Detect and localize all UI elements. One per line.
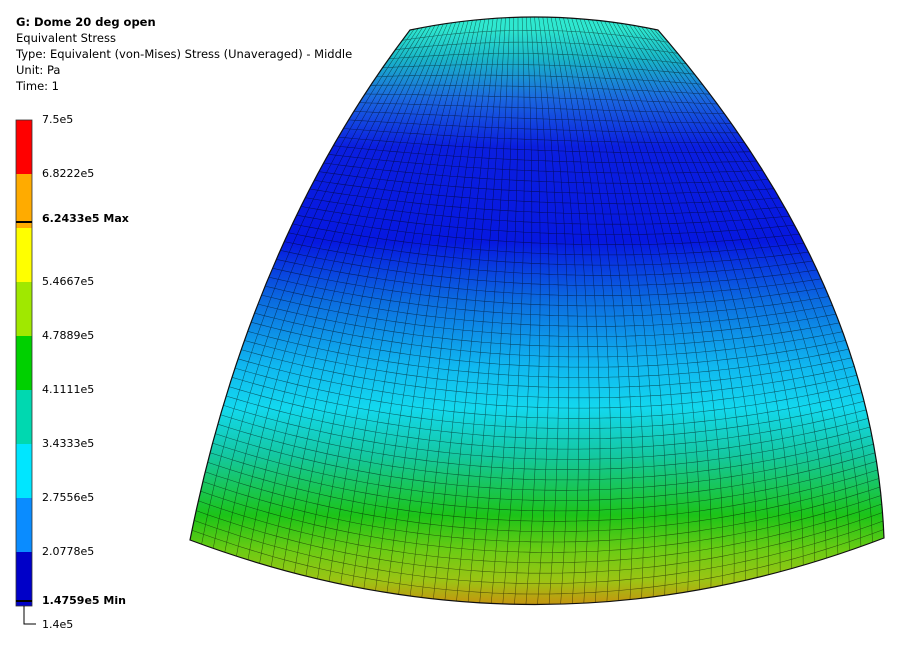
legend-min-label: 1.4759e5 Min xyxy=(42,594,126,607)
legend-color-bar xyxy=(15,119,36,625)
legend-label: 6.8222e5 xyxy=(42,167,95,180)
legend-band xyxy=(16,552,32,606)
legend-label: 4.7889e5 xyxy=(42,329,95,342)
legend-label: 2.7556e5 xyxy=(42,491,95,504)
legend-label: 4.1111e5 xyxy=(42,383,95,396)
legend-band xyxy=(16,174,32,228)
legend-label: 7.5e5 xyxy=(42,113,74,126)
legend-bottom-label: 1.4e5 xyxy=(42,618,74,631)
dome-surface xyxy=(190,17,884,605)
result-time: Time: 1 xyxy=(16,79,59,93)
legend-band xyxy=(16,444,32,498)
legend-band xyxy=(16,390,32,444)
legend-band xyxy=(16,120,32,174)
result-title: G: Dome 20 deg open xyxy=(16,15,156,29)
legend-label: 3.4333e5 xyxy=(42,437,95,450)
legend-band xyxy=(16,336,32,390)
legend-max-label: 6.2433e5 Max xyxy=(42,212,129,225)
result-type: Type: Equivalent (von-Mises) Stress (Una… xyxy=(16,47,353,61)
mesh-grid xyxy=(190,17,884,605)
result-name: Equivalent Stress xyxy=(16,31,116,45)
bottom-leader xyxy=(23,606,36,625)
legend-band xyxy=(16,282,32,336)
dome-outline xyxy=(189,16,885,606)
result-header: G: Dome 20 deg open Equivalent Stress Ty… xyxy=(16,14,352,94)
mesh-lines xyxy=(190,17,884,605)
legend-label: 5.4667e5 xyxy=(42,275,95,288)
legend-band xyxy=(16,498,32,552)
result-unit: Unit: Pa xyxy=(16,63,61,77)
color-legend[interactable]: 7.5e5 6.8222e5 6.2433e5 Max 5.4667e5 4.7… xyxy=(0,0,200,661)
legend-band xyxy=(16,228,32,282)
legend-label: 2.0778e5 xyxy=(42,545,95,558)
